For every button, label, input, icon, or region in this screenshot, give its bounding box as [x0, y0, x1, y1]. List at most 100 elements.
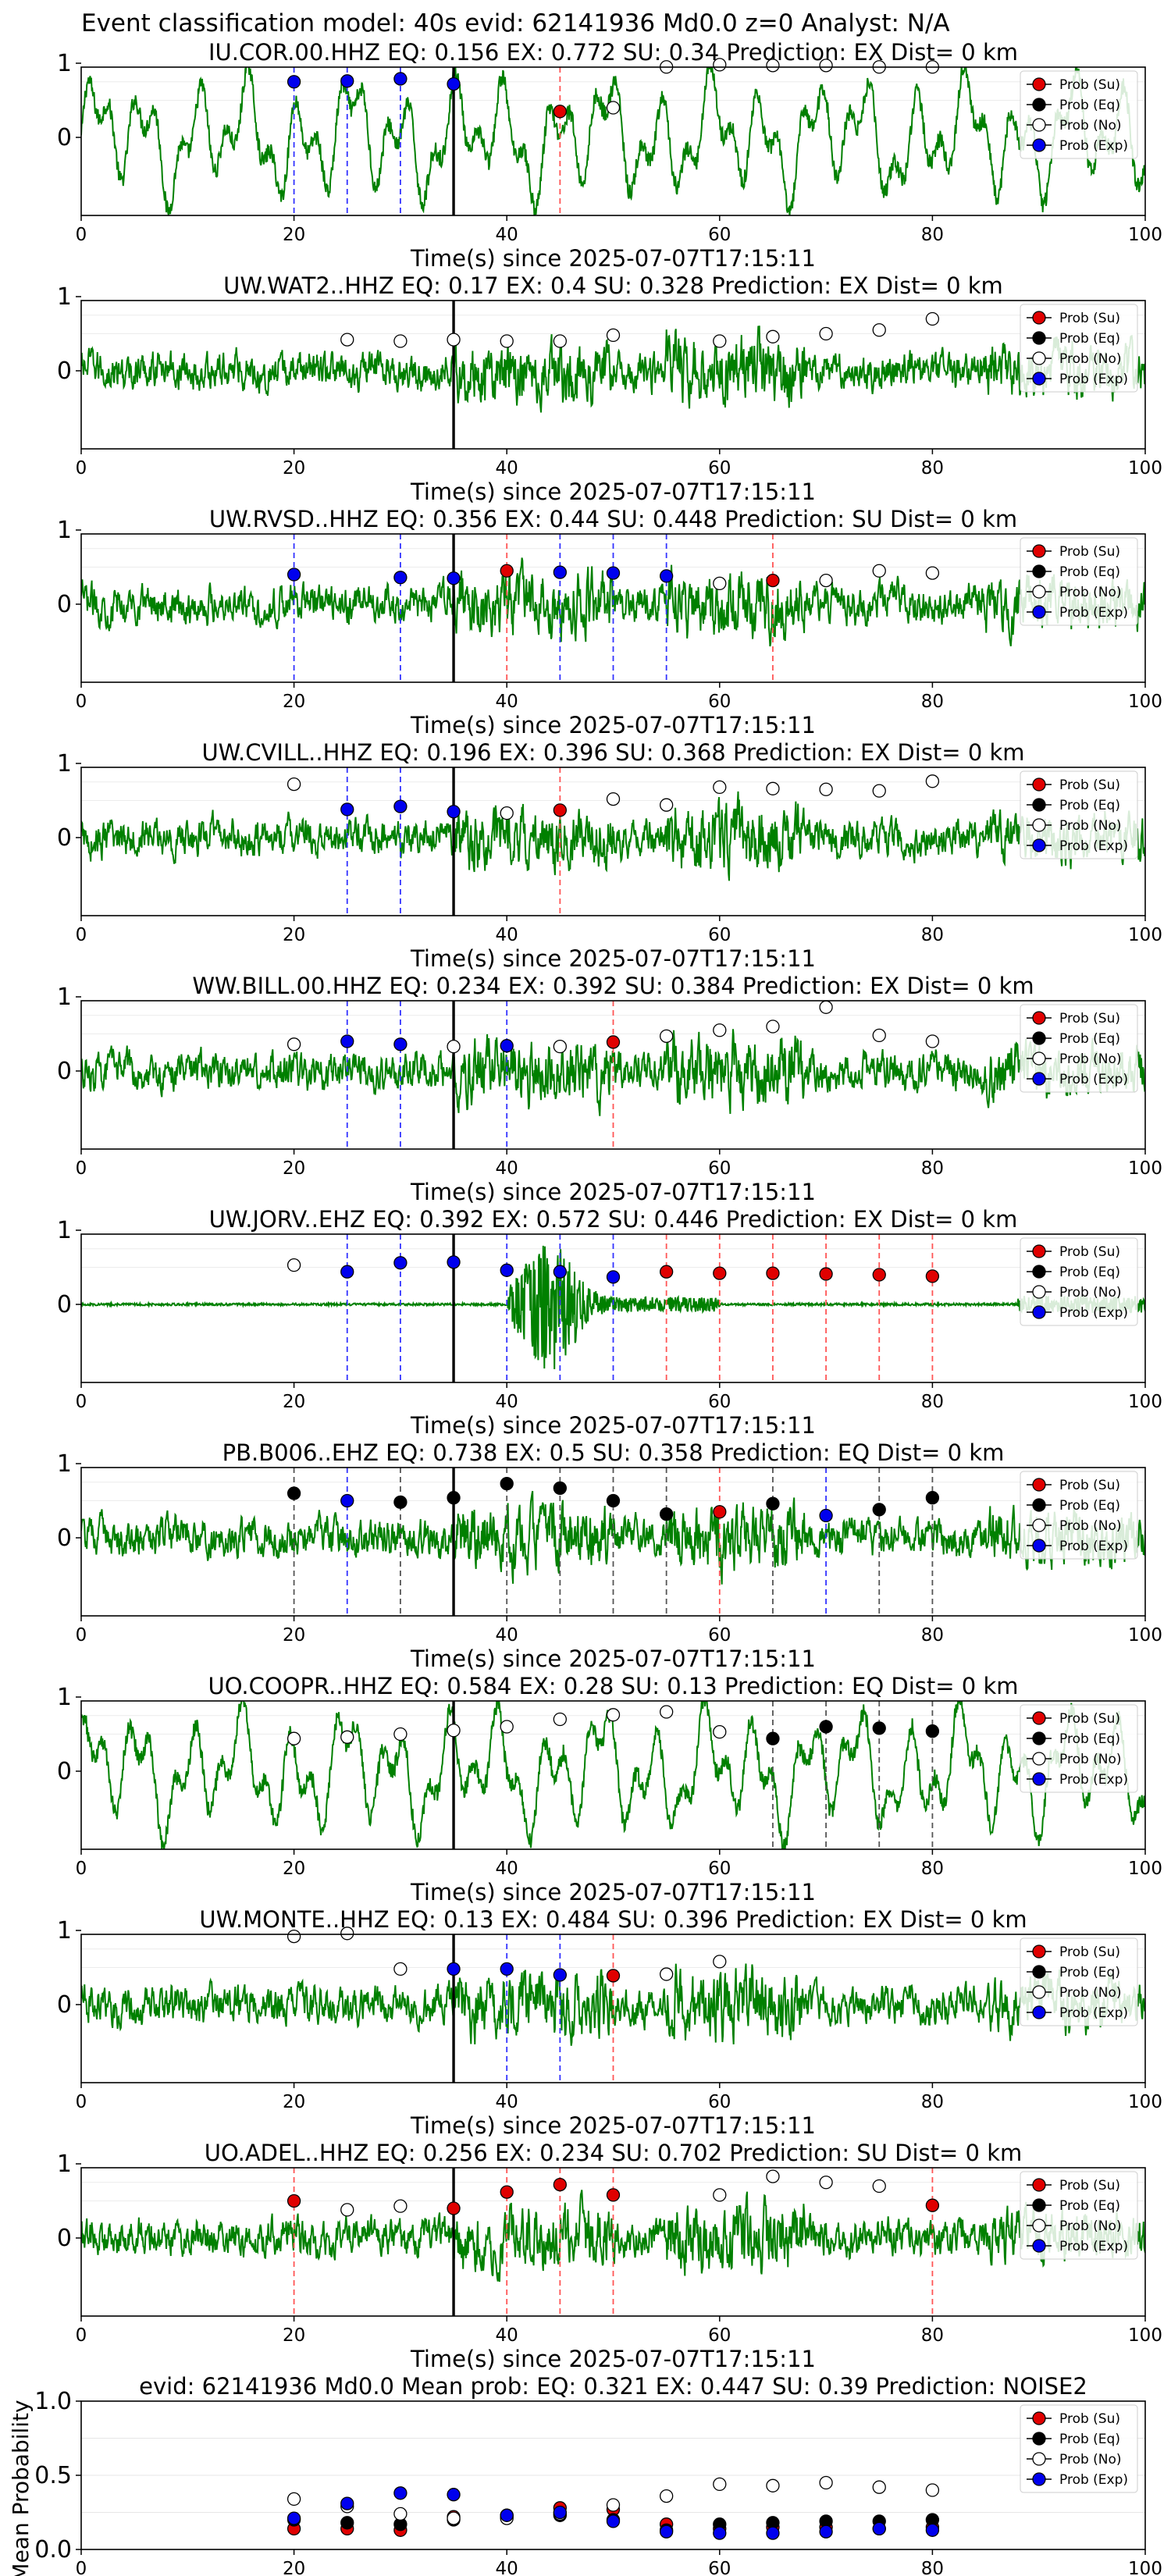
marker-prob-no [660, 2489, 674, 2503]
x-tick-label: 100 [1128, 1859, 1162, 1879]
axes-frame [80, 66, 1146, 216]
marker-prob-exp [340, 1265, 354, 1279]
marker-prob-no [553, 1712, 567, 1727]
legend-label: Prob (Eq) [1059, 98, 1120, 113]
y-tick-label: 0 [57, 1525, 72, 1552]
marker-prob-no [819, 2176, 833, 2190]
x-tick-label: 0 [76, 1392, 87, 1412]
marker-prob-exp [819, 1508, 833, 1523]
x-tick-label: 60 [708, 458, 731, 479]
legend-label: Prob (Su) [1059, 544, 1120, 560]
y-tick-label: 0.5 [34, 2462, 72, 2489]
x-tick-label: 80 [921, 692, 944, 712]
x-axis-label: Time(s) since 2025-07-07T17:15:11 [410, 1412, 816, 1439]
x-tick-label: 80 [921, 925, 944, 945]
marker-prob-no [713, 1955, 727, 1969]
legend-label: Prob (Su) [1059, 1711, 1120, 1727]
marker-prob-no [447, 2511, 461, 2525]
legend-label: Prob (Exp) [1059, 372, 1128, 387]
legend-marker [1032, 605, 1046, 619]
marker-prob-no [606, 792, 621, 806]
marker-prob-exp [393, 799, 408, 813]
legend: Prob (Su) Prob (Eq) Prob (No) Prob (Exp) [1020, 1937, 1138, 2026]
legend-marker [1032, 1031, 1046, 1045]
marker-prob-no [500, 806, 514, 820]
x-tick-label: 40 [496, 925, 518, 945]
legend-box [1020, 1704, 1138, 1793]
x-axis-label: Time(s) since 2025-07-07T17:15:11 [410, 1646, 816, 1672]
marker-prob-exp [340, 802, 354, 817]
legend-marker [1032, 1285, 1046, 1299]
marker-prob-no [287, 1037, 301, 1051]
marker-prob-su [819, 1267, 833, 1281]
legend-marker [1032, 1711, 1046, 1725]
panel-8: UO.COOPR..HHZ EQ: 0.584 EX: 0.28 SU: 0.1… [57, 1673, 1162, 1905]
legend: Prob (Su) Prob (Eq) Prob (No) Prob (Exp) [1020, 1004, 1138, 1093]
legend-marker [1032, 1498, 1046, 1512]
marker-prob-no [766, 2478, 780, 2492]
axes-frame [80, 300, 1146, 450]
legend-label: Prob (No) [1059, 118, 1122, 133]
x-tick-label: 20 [283, 692, 305, 712]
marker-prob-su [925, 1269, 940, 1283]
legend-label: Prob (Eq) [1059, 1498, 1120, 1514]
y-tick-label: 1 [57, 2151, 72, 2178]
waveform-trace [81, 791, 1145, 881]
x-axis-label: Time(s) since 2025-07-07T17:15:11 [410, 245, 816, 272]
x-tick-label: 60 [708, 692, 731, 712]
marker-prob-no [872, 323, 886, 337]
marker-prob-no [606, 2498, 621, 2512]
marker-prob-exp [500, 1039, 514, 1053]
legend-marker [1032, 1518, 1046, 1532]
marker-prob-no [713, 1724, 727, 1739]
legend-box [1020, 1937, 1138, 2026]
legend-label: Prob (No) [1059, 1985, 1122, 2001]
x-tick-label: 0 [76, 692, 87, 712]
panel-1: IU.COR.00.HHZ EQ: 0.156 EX: 0.772 SU: 0.… [57, 39, 1162, 272]
legend-label: Prob (No) [1059, 1051, 1122, 1067]
x-tick-label: 40 [496, 225, 518, 245]
marker-prob-exp [660, 569, 674, 583]
legend-label: Prob (No) [1059, 2452, 1122, 2467]
x-tick-label: 80 [921, 1392, 944, 1412]
x-tick-label: 0 [76, 458, 87, 479]
y-tick-label: 0 [57, 2225, 72, 2252]
x-tick-label: 0 [76, 2559, 87, 2576]
marker-prob-exp [606, 1270, 621, 1284]
legend-marker [1032, 2432, 1046, 2446]
x-tick-label: 20 [283, 1859, 305, 1879]
legend-marker [1032, 1478, 1046, 1492]
legend-marker [1032, 98, 1046, 112]
marker-prob-no [925, 566, 940, 580]
x-tick-label: 20 [283, 2559, 305, 2576]
marker-prob-no [500, 334, 514, 348]
panel-title: UW.WAT2..HHZ EQ: 0.17 EX: 0.4 SU: 0.328 … [223, 272, 1003, 299]
marker-prob-no [553, 334, 567, 348]
marker-prob-su [606, 2188, 621, 2202]
x-axis-label: Time(s) since 2025-07-07T17:15:11 [410, 1879, 816, 1905]
marker-prob-eq [819, 1720, 833, 1734]
legend-marker [1032, 2218, 1046, 2233]
marker-prob-no [766, 329, 780, 343]
axes-frame [80, 2167, 1146, 2317]
marker-prob-su [553, 803, 567, 817]
x-axis-label: Time(s) since 2025-07-07T17:15:11 [410, 2346, 816, 2372]
x-tick-label: 80 [921, 2325, 944, 2346]
x-axis-label: Time(s) since 2025-07-07T17:15:11 [410, 479, 816, 505]
marker-prob-exp [393, 571, 408, 585]
marker-prob-no [447, 333, 461, 347]
marker-prob-no [553, 1040, 567, 1054]
x-tick-label: 80 [921, 225, 944, 245]
marker-prob-no [340, 1730, 354, 1744]
marker-prob-no [713, 576, 727, 591]
legend-marker [1032, 351, 1046, 365]
x-tick-label: 0 [76, 2092, 87, 2112]
legend-label: Prob (No) [1059, 818, 1122, 834]
legend-label: Prob (Eq) [1059, 1265, 1120, 1280]
legend-box [1020, 537, 1138, 626]
x-tick-label: 100 [1128, 1158, 1162, 1179]
x-axis-label: Time(s) since 2025-07-07T17:15:11 [410, 1179, 816, 1205]
marker-prob-exp [872, 2521, 886, 2536]
marker-prob-su [713, 1505, 727, 1519]
x-tick-label: 100 [1128, 458, 1162, 479]
